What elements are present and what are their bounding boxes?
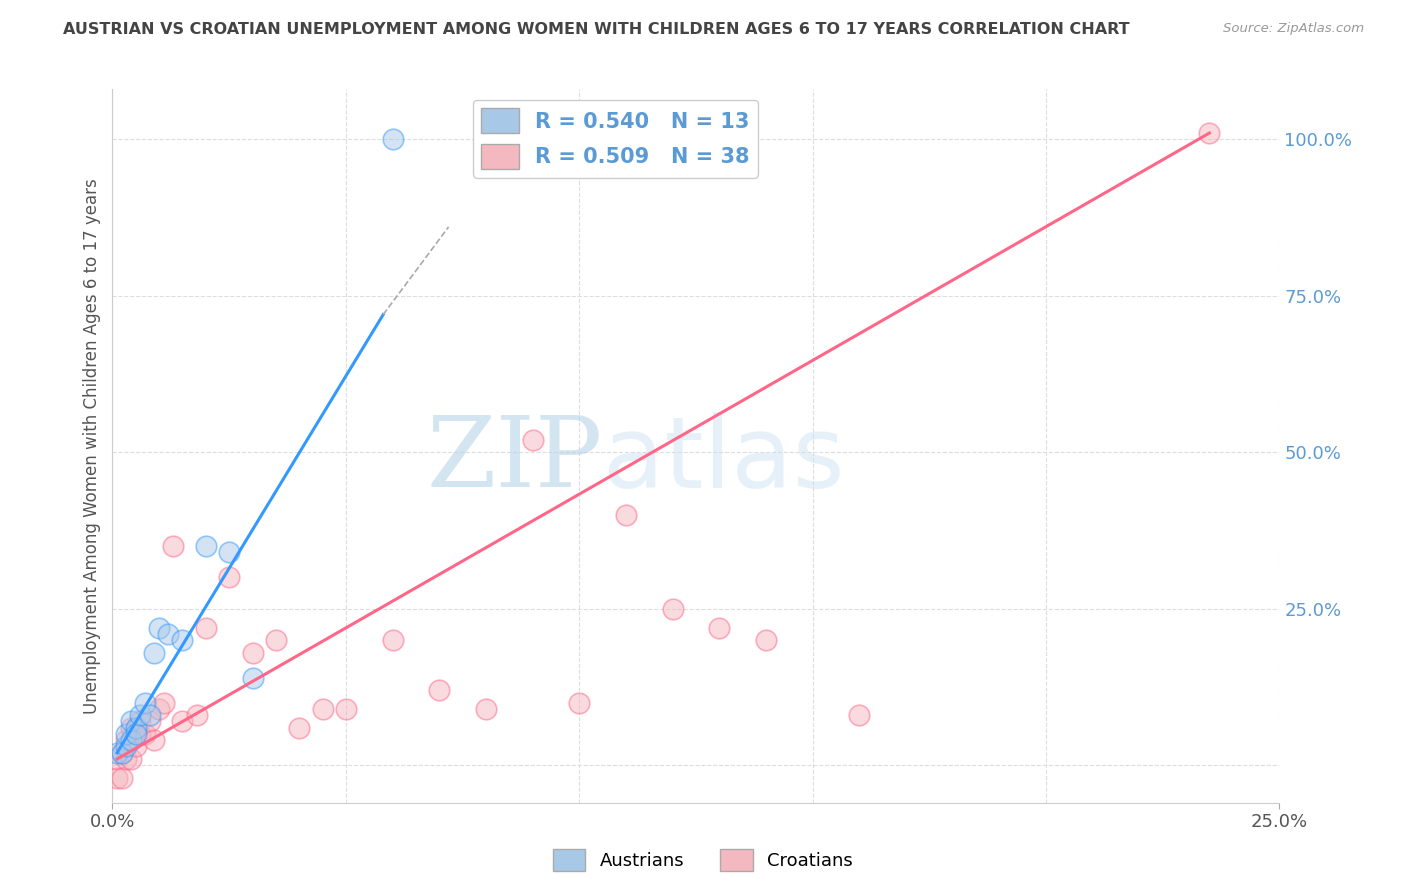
Point bbox=[186, 708, 208, 723]
Point bbox=[143, 646, 166, 660]
Point bbox=[139, 714, 162, 729]
Point bbox=[288, 721, 311, 735]
Point bbox=[172, 714, 194, 729]
Point bbox=[120, 721, 142, 735]
Point bbox=[709, 621, 731, 635]
Text: ZIP: ZIP bbox=[426, 412, 603, 508]
Point bbox=[311, 702, 333, 716]
Point bbox=[335, 702, 357, 716]
Point bbox=[125, 721, 148, 735]
Point bbox=[218, 570, 240, 584]
Point bbox=[1198, 126, 1220, 140]
Point bbox=[157, 627, 180, 641]
Point bbox=[264, 633, 287, 648]
Point bbox=[129, 727, 152, 741]
Point bbox=[194, 539, 217, 553]
Point bbox=[172, 633, 194, 648]
Point bbox=[105, 771, 128, 785]
Point bbox=[568, 696, 591, 710]
Point bbox=[153, 696, 176, 710]
Point bbox=[115, 739, 138, 754]
Point bbox=[242, 671, 264, 685]
Point bbox=[120, 752, 142, 766]
Point bbox=[381, 633, 404, 648]
Point bbox=[120, 733, 142, 747]
Point bbox=[111, 746, 134, 760]
Text: atlas: atlas bbox=[603, 412, 844, 508]
Point bbox=[111, 746, 134, 760]
Point bbox=[129, 708, 152, 723]
Point bbox=[115, 727, 138, 741]
Point bbox=[129, 714, 152, 729]
Point bbox=[143, 733, 166, 747]
Point bbox=[105, 752, 128, 766]
Point bbox=[111, 771, 134, 785]
Legend: R = 0.540   N = 13, R = 0.509   N = 38: R = 0.540 N = 13, R = 0.509 N = 38 bbox=[472, 100, 758, 178]
Point bbox=[125, 739, 148, 754]
Point bbox=[115, 752, 138, 766]
Point bbox=[242, 646, 264, 660]
Text: AUSTRIAN VS CROATIAN UNEMPLOYMENT AMONG WOMEN WITH CHILDREN AGES 6 TO 17 YEARS C: AUSTRIAN VS CROATIAN UNEMPLOYMENT AMONG … bbox=[63, 22, 1130, 37]
Point bbox=[120, 714, 142, 729]
Point bbox=[475, 702, 498, 716]
Point bbox=[218, 545, 240, 559]
Point bbox=[661, 601, 683, 615]
Point bbox=[194, 621, 217, 635]
Point bbox=[139, 708, 162, 723]
Point bbox=[427, 683, 450, 698]
Point bbox=[115, 733, 138, 747]
Point bbox=[134, 696, 156, 710]
Y-axis label: Unemployment Among Women with Children Ages 6 to 17 years: Unemployment Among Women with Children A… bbox=[83, 178, 101, 714]
Point bbox=[709, 132, 731, 146]
Point bbox=[125, 721, 148, 735]
Point bbox=[148, 621, 170, 635]
Point bbox=[848, 708, 870, 723]
Point bbox=[148, 702, 170, 716]
Legend: Austrians, Croatians: Austrians, Croatians bbox=[546, 842, 860, 879]
Point bbox=[614, 508, 637, 522]
Point bbox=[134, 727, 156, 741]
Point bbox=[381, 132, 404, 146]
Point bbox=[162, 539, 184, 553]
Text: Source: ZipAtlas.com: Source: ZipAtlas.com bbox=[1223, 22, 1364, 36]
Point bbox=[105, 746, 128, 760]
Point bbox=[125, 727, 148, 741]
Point bbox=[522, 433, 544, 447]
Point bbox=[755, 633, 778, 648]
